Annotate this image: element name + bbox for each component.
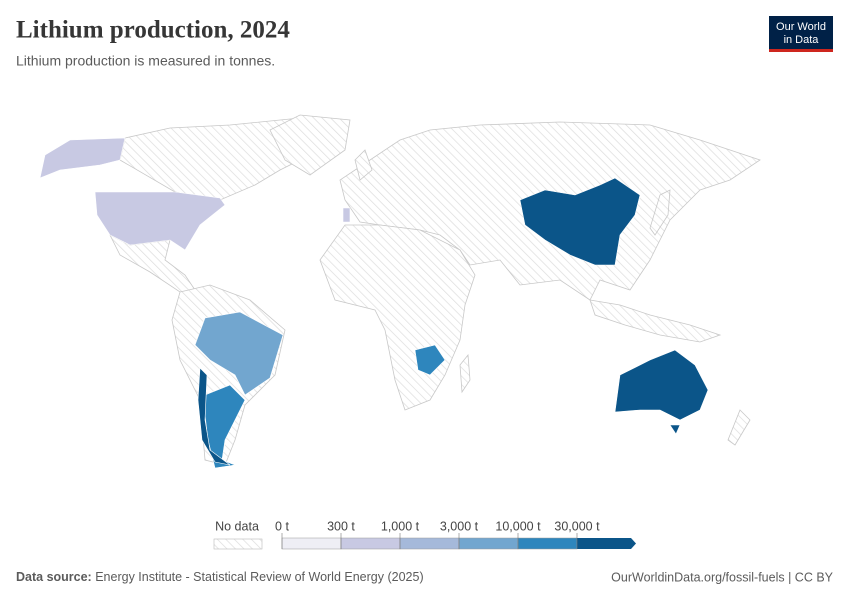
country[interactable] [414,344,446,376]
legend-tick-label: 0 t [275,519,289,533]
source-text: Energy Institute - Statistical Review of… [95,570,423,584]
country[interactable] [197,367,231,466]
legend-bin [281,537,342,550]
logo[interactable]: Our World in Data [769,16,833,52]
country[interactable] [614,349,709,421]
country[interactable] [342,207,351,223]
link[interactable]: OurWorldinData.org/fossil-fuels | CC BY [611,570,834,584]
country[interactable] [459,353,471,394]
legend-bin [577,538,636,549]
legend-bin [399,537,460,550]
country[interactable] [519,177,641,266]
country[interactable] [194,311,284,396]
country[interactable] [727,409,751,446]
legend-tick-label: 10,000 t [495,519,541,533]
country[interactable] [319,224,476,411]
no-data-swatch [213,538,263,550]
legend-bin [340,537,401,550]
legend-tick-label: 3,000 t [440,519,479,533]
country[interactable] [39,137,126,179]
logo-box[interactable] [769,16,833,50]
logo-text[interactable]: in Data [784,34,820,46]
legend-label: No data [215,519,259,533]
country[interactable] [669,424,681,435]
source: Data source: Energy Institute - Statisti… [16,570,424,584]
country[interactable] [269,114,351,176]
legend-bin [517,537,578,550]
legend: No data 0 t 300 t 1,000 t 3,000 t 10,000 t 30… [213,519,636,550]
map [39,114,761,469]
source-label: Data source: [16,570,92,584]
country[interactable] [649,189,671,236]
logo-text[interactable]: Our World [776,21,826,33]
country[interactable] [94,191,226,251]
legend-tick-label: 300 t [327,519,355,533]
logo-underline [769,49,833,52]
country[interactable] [589,299,722,343]
country[interactable] [354,149,373,181]
legend-bin [458,537,519,550]
title: Lithium production, 2024 [16,17,290,44]
legend-tick-label: 30,000 t [554,519,600,533]
subtitle: Lithium production is measured in tonnes… [16,53,275,69]
legend-tick-label: 1,000 t [381,519,420,533]
